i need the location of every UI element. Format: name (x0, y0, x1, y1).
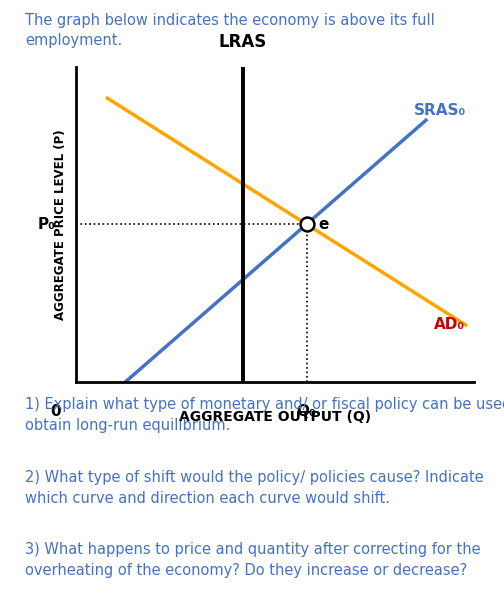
Text: e: e (319, 217, 329, 231)
Text: LRAS: LRAS (219, 33, 267, 51)
Text: SRAS₀: SRAS₀ (414, 103, 466, 118)
Text: 3) What happens to price and quantity after correcting for the
overheating of th: 3) What happens to price and quantity af… (25, 542, 481, 578)
Text: The graph below indicates the economy is above its full: The graph below indicates the economy is… (25, 13, 435, 28)
Text: 2) What type of shift would the policy/ policies cause? Indicate
which curve and: 2) What type of shift would the policy/ … (25, 470, 484, 505)
Y-axis label: AGGREGATE PRICE LEVEL (P): AGGREGATE PRICE LEVEL (P) (54, 129, 67, 319)
Text: AD₀: AD₀ (434, 318, 465, 333)
Text: Q₀: Q₀ (297, 404, 317, 419)
Text: P₀: P₀ (38, 217, 55, 231)
Text: 1) Explain what type of monetary and/ or fiscal policy can be used to
obtain lon: 1) Explain what type of monetary and/ or… (25, 397, 504, 433)
Text: employment.: employment. (25, 33, 122, 48)
Text: 0: 0 (50, 404, 61, 419)
X-axis label: AGGREGATE OUTPUT (Q): AGGREGATE OUTPUT (Q) (178, 410, 371, 424)
